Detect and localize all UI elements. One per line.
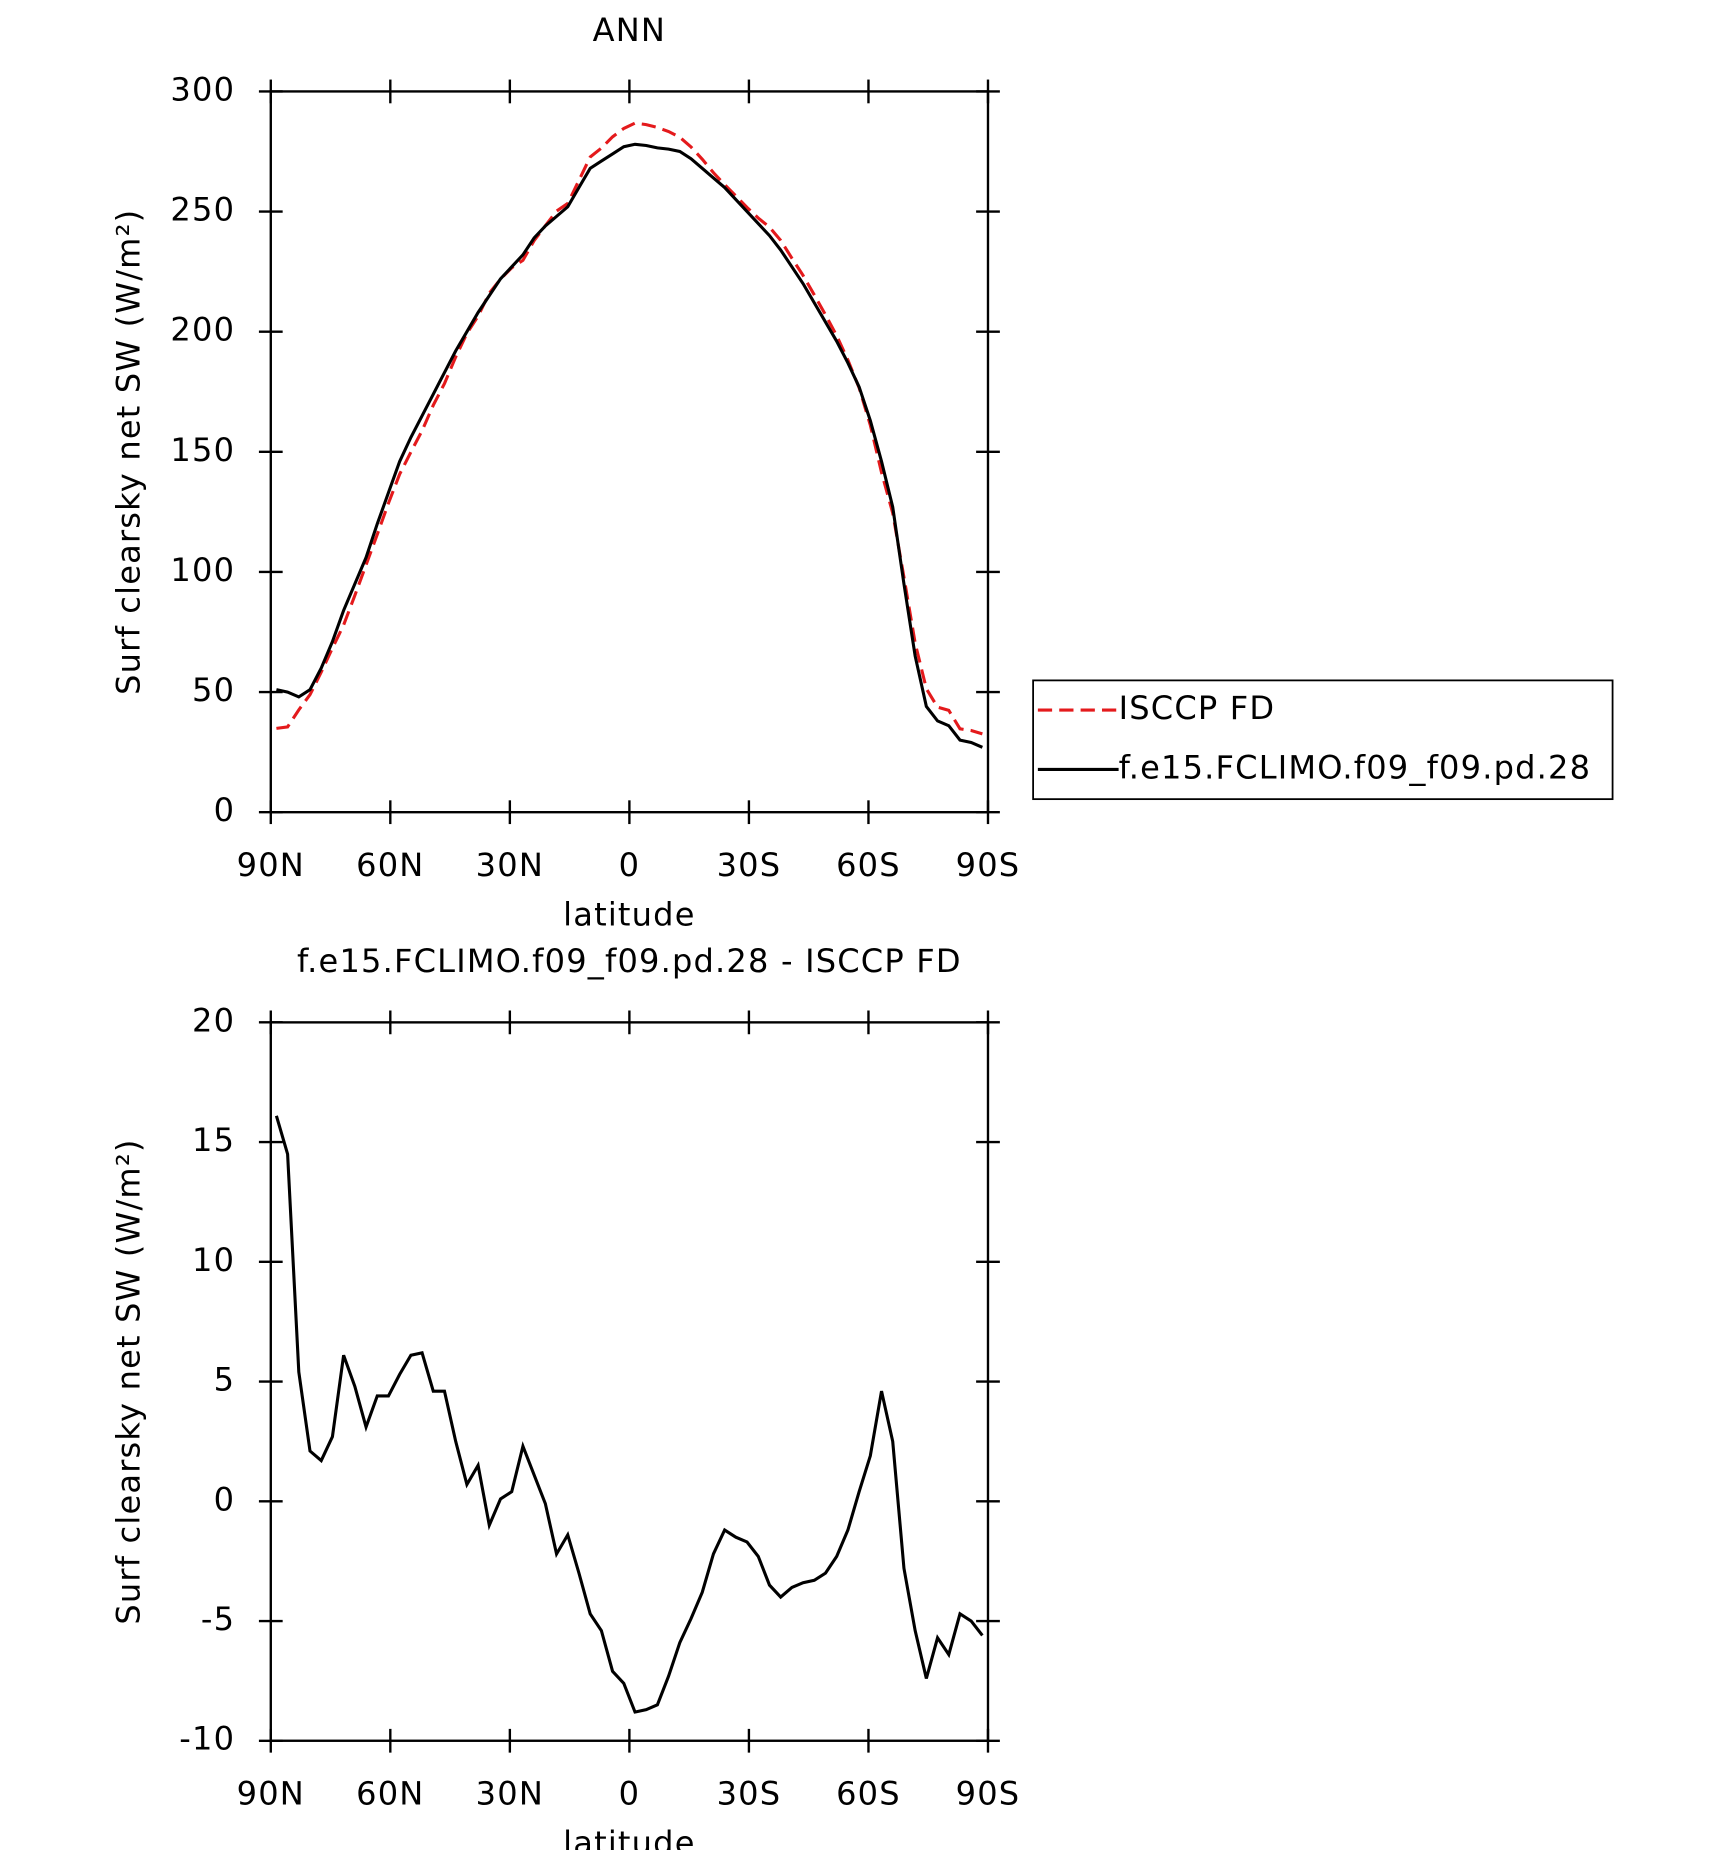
y-axis-label: Surf clearsky net SW (W/m²) — [110, 1138, 148, 1624]
x-tick-label: 90N — [237, 846, 305, 884]
x-tick-label: 30N — [476, 1774, 544, 1812]
y-tick-label: 5 — [214, 1361, 236, 1399]
x-tick-label: 90N — [237, 1774, 305, 1812]
y-tick-label: 10 — [192, 1241, 235, 1279]
chart-title: ANN — [593, 11, 666, 49]
y-tick-label: 20 — [192, 1001, 235, 1039]
x-axis-label: latitude — [563, 896, 695, 934]
data-line — [276, 121, 983, 736]
legend-label: f.e15.FCLIMO.f09_f09.pd.28 — [1119, 748, 1592, 786]
y-tick-label: 100 — [170, 551, 235, 589]
data-line — [274, 1115, 984, 1714]
y-tick-label: 15 — [192, 1121, 235, 1159]
x-tick-label: 30S — [717, 846, 782, 884]
x-tick-label: 60N — [356, 846, 424, 884]
legend-box — [1032, 679, 1614, 801]
x-tick-label: 30N — [476, 846, 544, 884]
legend-label: ISCCP FD — [1119, 689, 1276, 727]
y-tick-label: 300 — [170, 70, 235, 108]
x-tick-label: 0 — [619, 846, 641, 884]
x-tick-label: 0 — [619, 1774, 641, 1812]
y-tick-label: 250 — [170, 191, 235, 229]
plot-frame — [269, 1021, 990, 1742]
x-tick-label: 60S — [836, 1774, 901, 1812]
y-tick-label: -10 — [179, 1720, 235, 1758]
y-tick-label: 200 — [170, 311, 235, 349]
y-tick-label: 0 — [214, 1480, 236, 1518]
y-tick-label: 0 — [214, 791, 236, 829]
data-line — [276, 142, 983, 749]
y-axis-label: Surf clearsky net SW (W/m²) — [110, 209, 148, 695]
chart-title: f.e15.FCLIMO.f09_f09.pd.28 - ISCCP FD — [297, 942, 962, 980]
x-tick-label: 60S — [836, 846, 901, 884]
y-tick-label: 50 — [192, 671, 235, 709]
x-tick-label: 90S — [956, 1774, 1021, 1812]
x-axis-label: latitude — [563, 1824, 695, 1850]
x-tick-label: 30S — [717, 1774, 782, 1812]
y-tick-label: -5 — [201, 1600, 235, 1638]
x-tick-label: 60N — [356, 1774, 424, 1812]
x-tick-label: 90S — [956, 846, 1021, 884]
y-tick-label: 150 — [170, 431, 235, 469]
